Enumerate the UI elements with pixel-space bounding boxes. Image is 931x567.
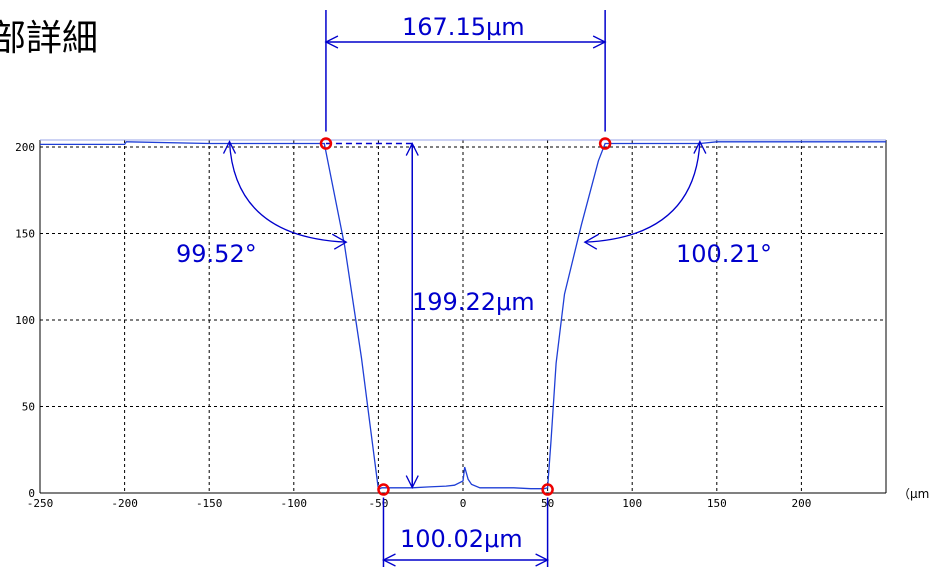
right-angle-arc [584, 141, 701, 243]
bottom-width-arrow-left [382, 553, 396, 567]
y-tick-label: 150 [15, 228, 35, 241]
y-tick-label: 0 [28, 487, 35, 500]
x-tick-label: -50 [368, 497, 388, 510]
left-angle-label: 99.52° [176, 240, 257, 268]
x-tick-label: 0 [460, 497, 467, 510]
plot-frame [39, 139, 887, 494]
right-angle-arrow-end [583, 233, 600, 250]
x-tick-label: -250 [27, 497, 54, 510]
grid-layer [40, 140, 886, 493]
right-angle-label: 100.21° [676, 240, 772, 268]
measurement-point-marker [598, 137, 612, 150]
dimension-layer [222, 10, 707, 567]
bottom-width-label: 100.02μm [400, 525, 523, 553]
left-angle-arc [228, 141, 347, 243]
top-width-label: 167.15μm [402, 13, 525, 41]
tick-labels: -250 -200 -150 -100 -50 0 50 100 150 200050100150… [15, 141, 811, 510]
x-tick-label: -150 [196, 497, 223, 510]
top-width-arrow-right [592, 35, 607, 49]
depth-arrow-bottom [405, 475, 419, 489]
profile-series-line [40, 141, 886, 491]
depth-arrow-top [405, 142, 419, 156]
right-angle-arrow-top [693, 140, 707, 154]
x-tick-label: 200 [791, 497, 811, 510]
left-angle-arrow-top [222, 140, 237, 154]
measurement-point-marker [319, 137, 333, 150]
depth-label: 199.22μm [412, 288, 535, 316]
y-tick-label: 200 [15, 141, 35, 154]
left-angle-arrow-end [331, 233, 348, 250]
x-tick-label: -200 [111, 497, 138, 510]
measurement-point-marker [541, 483, 554, 496]
top-width-arrow-left [324, 35, 339, 49]
marker-layer [319, 137, 612, 496]
x-tick-label: -100 [281, 497, 308, 510]
profile-layer [40, 141, 886, 491]
y-tick-label: 50 [22, 401, 35, 414]
y-tick-label: 100 [15, 314, 35, 327]
bottom-width-arrow-right [535, 553, 550, 567]
measurement-point-marker [377, 483, 390, 496]
chart-title: 部詳細 [0, 18, 98, 59]
x-tick-label: 100 [622, 497, 642, 510]
x-axis-unit-label: （μm [898, 487, 929, 501]
x-tick-label: 150 [707, 497, 727, 510]
